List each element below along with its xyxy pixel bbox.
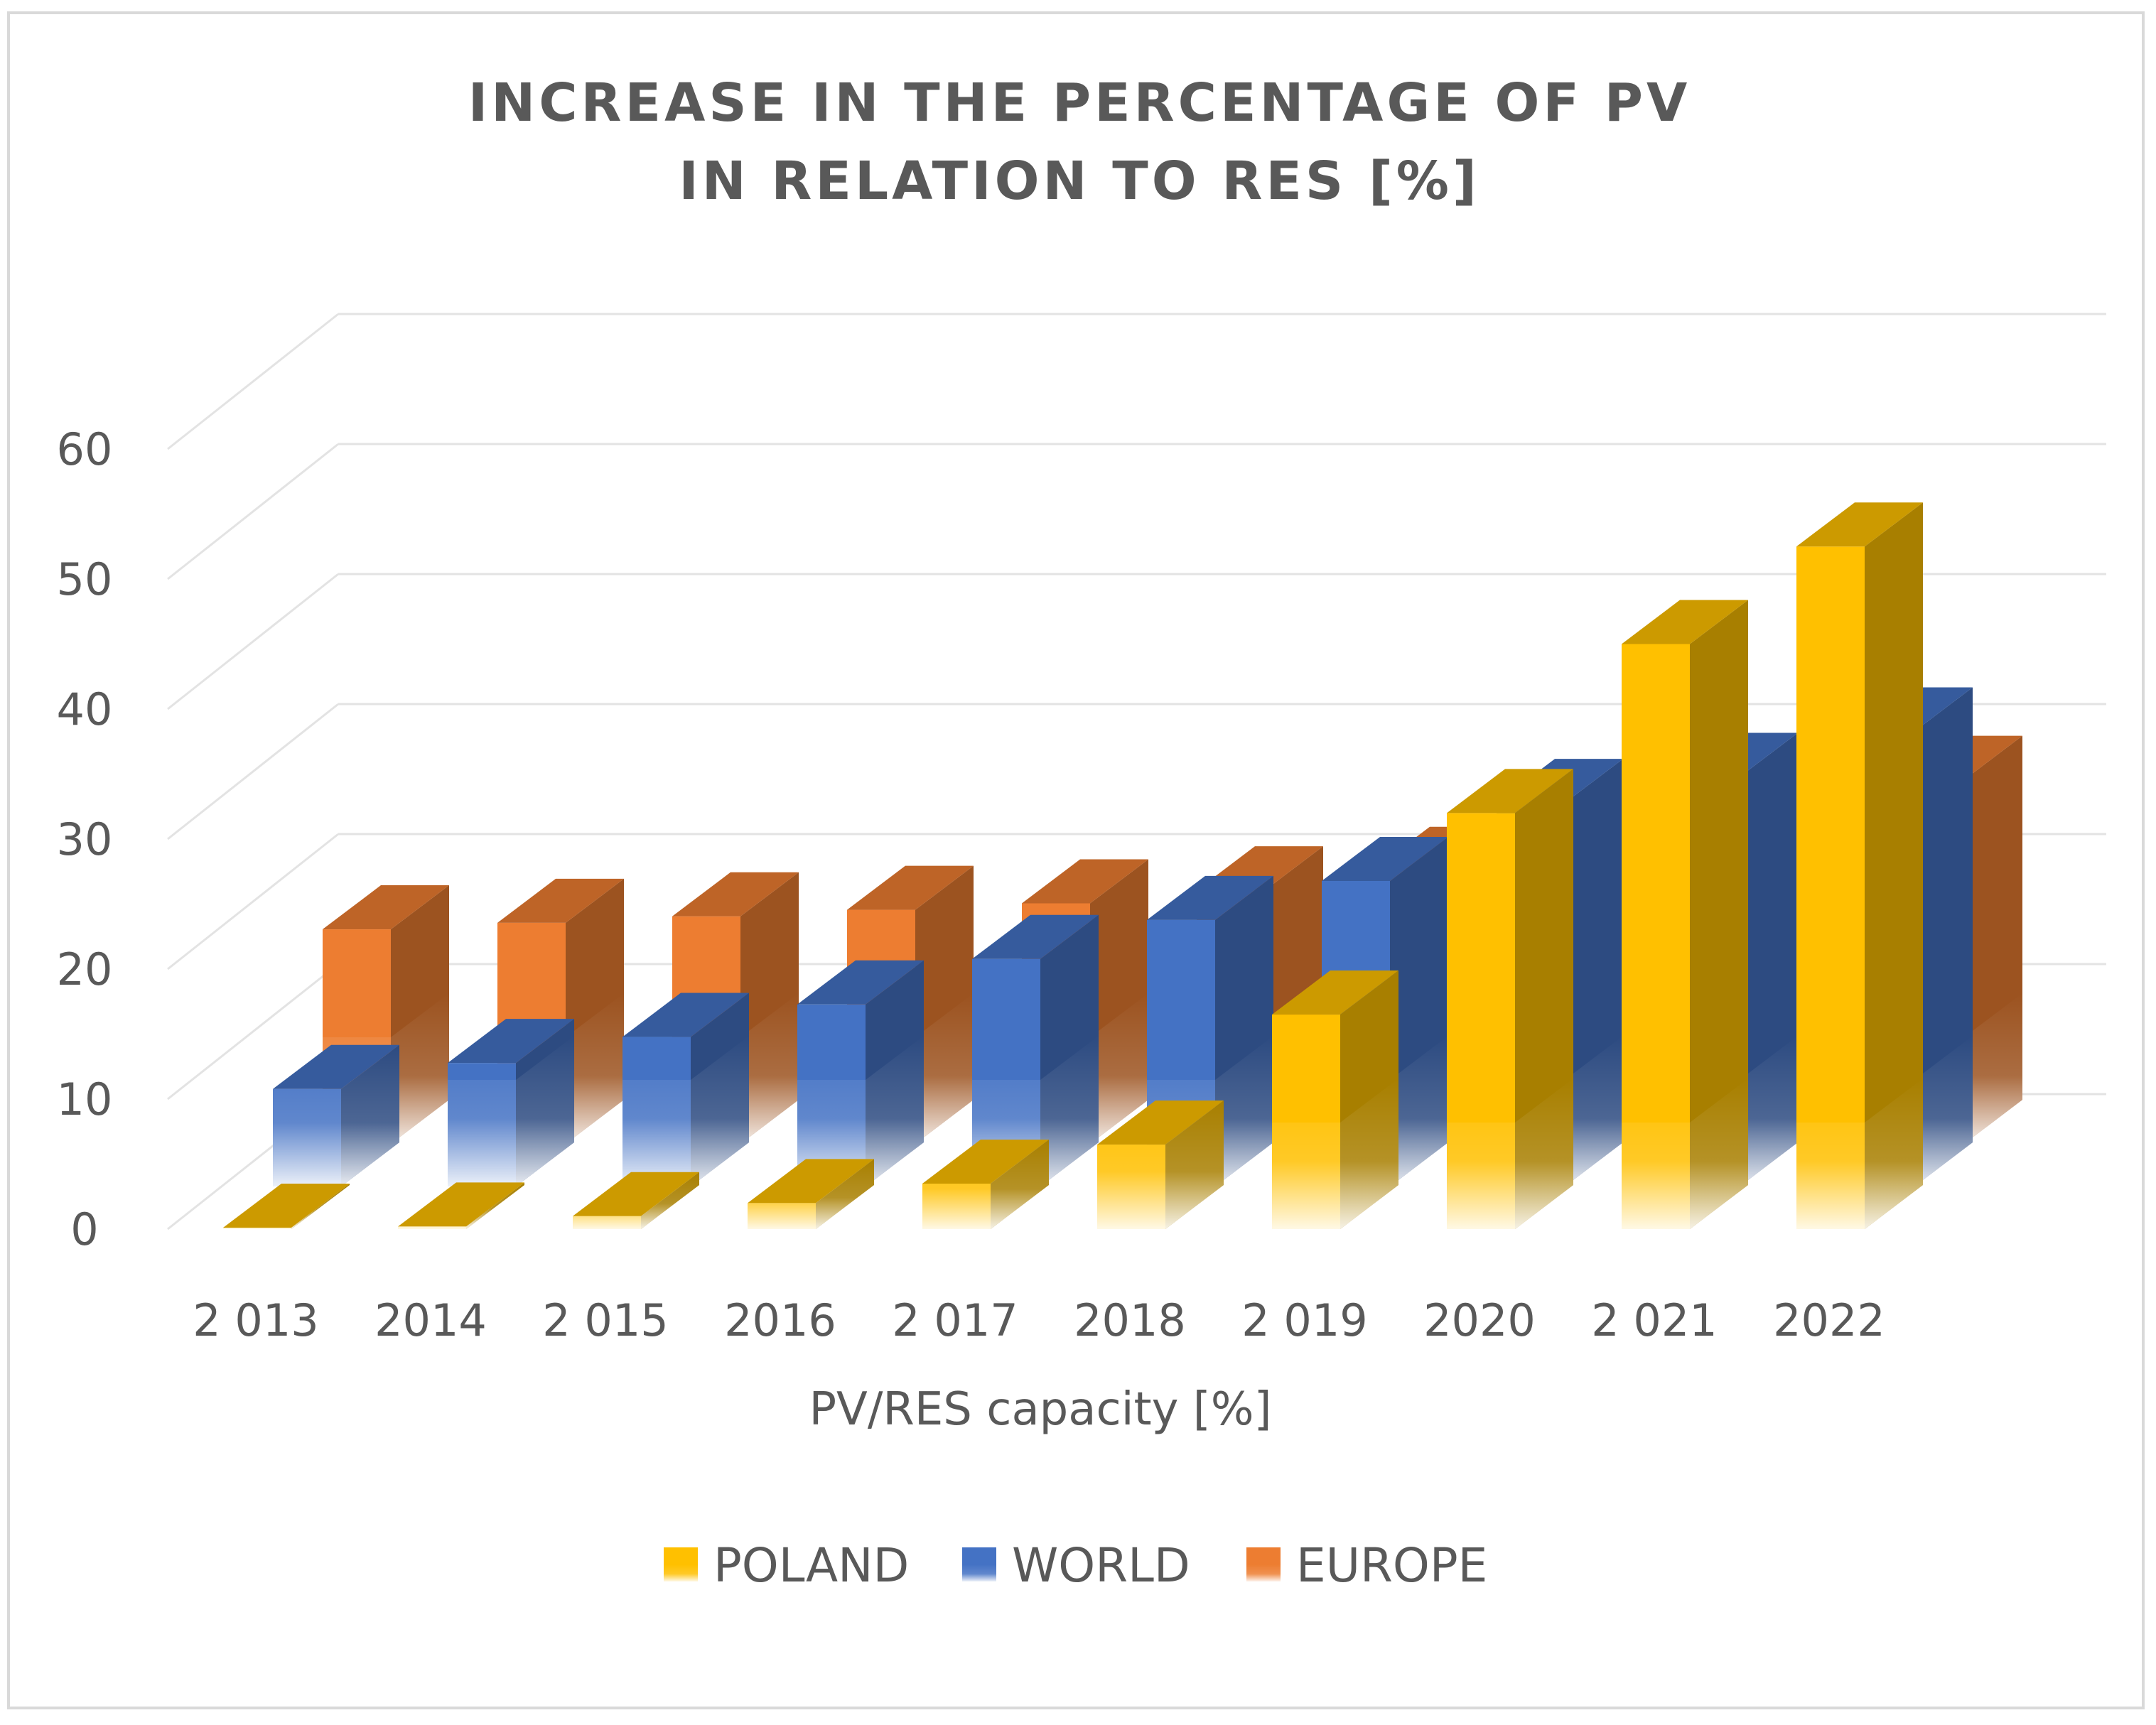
bar-top-face	[273, 1044, 399, 1089]
x-tick-label: 2 013	[193, 1294, 319, 1346]
bar-world-2014	[448, 1019, 574, 1186]
x-tick-label: 2020	[1423, 1294, 1536, 1346]
bar-front-face	[1796, 546, 1865, 1229]
bar-poland-2019	[1272, 970, 1398, 1229]
bar-top-face	[1022, 859, 1148, 904]
bar-poland-2021	[1622, 600, 1748, 1229]
x-tick-label: 2 015	[542, 1294, 669, 1346]
bar-fade	[797, 1036, 924, 1186]
legend-swatch-fade	[962, 1564, 996, 1581]
chart-svg: INCREASE IN THE PERCENTAGE OF PV IN RELA…	[57, 72, 2106, 1593]
bar-poland-2015	[573, 1172, 699, 1229]
bar-fade	[1272, 1078, 1398, 1229]
bar-top-face	[323, 885, 449, 930]
x-tick-label: 2022	[1773, 1294, 1885, 1346]
bar-poland-2017	[922, 1139, 1049, 1229]
bar-world-2015	[622, 993, 749, 1186]
bar-fade	[922, 1139, 1049, 1229]
bar-top-face	[573, 1172, 699, 1216]
y-tick-label: 30	[57, 813, 113, 865]
x-axis-ticks: 2 013 2014 2 015 2016 2 017 2018 2 019 2020 2 02…	[193, 1294, 1885, 1346]
bar-fade	[273, 1044, 399, 1186]
y-tick-label: 40	[57, 683, 113, 735]
legend-label: WORLD	[1012, 1538, 1190, 1593]
bar-poland-2022	[1796, 502, 1923, 1229]
bar-poland-2016	[748, 1159, 874, 1229]
y-tick-label: 10	[57, 1074, 113, 1125]
bar-top-face	[622, 993, 749, 1037]
bar-poland-2013	[223, 1184, 350, 1229]
bar-poland-2020	[1447, 769, 1573, 1229]
bar-top-face	[1796, 502, 1923, 547]
bar-side-face	[1690, 600, 1748, 1229]
bar-top-face	[1097, 1101, 1224, 1145]
bar-top-face	[223, 1184, 350, 1228]
bar-top-face	[972, 914, 1099, 959]
bar-side-face	[1865, 502, 1923, 1229]
y-tick-label: 50	[57, 553, 113, 605]
gridline-side-40	[167, 573, 339, 710]
y-tick-label: 20	[57, 943, 113, 995]
y-axis-ticks: 0 10 20 30 40 50 60	[57, 423, 113, 1255]
bar-top-face	[748, 1159, 874, 1204]
bar-fade	[448, 1036, 574, 1186]
legend-label: EUROPE	[1296, 1538, 1487, 1593]
bars	[223, 502, 2022, 1229]
bar-top-face	[1272, 970, 1398, 1015]
bar-world-2016	[797, 960, 924, 1186]
gridline-side-20	[167, 833, 339, 970]
x-tick-label: 2 017	[892, 1294, 1018, 1346]
legend-label: POLAND	[713, 1538, 909, 1593]
bar-poland-2018	[1097, 1101, 1224, 1229]
bar-fade	[1097, 1101, 1224, 1229]
bar-fade	[748, 1159, 874, 1229]
bar-fade	[1447, 1078, 1573, 1229]
bar-world-2013	[273, 1044, 399, 1186]
legend-swatch-fade	[1246, 1564, 1281, 1581]
bar-top-face	[448, 1019, 574, 1064]
chart-title-line-1: INCREASE IN THE PERCENTAGE OF PV	[468, 72, 1691, 134]
x-tick-label: 2 019	[1241, 1294, 1368, 1346]
legend-swatch-fade	[664, 1564, 698, 1581]
bar-fade	[573, 1172, 699, 1229]
x-tick-label: 2016	[724, 1294, 836, 1346]
bar-top-face	[922, 1139, 1049, 1184]
x-tick-label: 2 021	[1591, 1294, 1718, 1346]
bar-fade	[622, 1036, 749, 1186]
y-tick-label: 60	[57, 423, 113, 475]
bar-top-face	[1447, 769, 1573, 813]
chart-title-line-2: IN RELATION TO RES [%]	[679, 151, 1480, 212]
legend-item-poland: POLAND	[664, 1538, 909, 1593]
chart-frame: INCREASE IN THE PERCENTAGE OF PV IN RELA…	[7, 11, 2145, 1709]
x-tick-label: 2018	[1074, 1294, 1186, 1346]
legend-item-europe: EUROPE	[1246, 1538, 1487, 1593]
bar-top-face	[1622, 600, 1748, 644]
bar-top-face	[1147, 875, 1273, 920]
legend-item-world: WORLD	[962, 1538, 1190, 1593]
bar-top-face	[847, 865, 974, 910]
bar-top-face	[797, 960, 924, 1005]
bar-top-face	[1322, 836, 1448, 881]
bar-top-face	[672, 872, 799, 916]
gridline-side-10	[167, 963, 339, 1101]
x-tick-label: 2014	[374, 1294, 487, 1346]
gridline-side-60	[167, 313, 339, 450]
x-axis-title: PV/RES capacity [%]	[809, 1383, 1271, 1436]
gridline-side-50	[167, 443, 339, 580]
y-tick-label: 0	[70, 1204, 98, 1255]
gridline-side-30	[167, 703, 339, 840]
legend: POLAND WORLD EUROPE	[664, 1538, 1487, 1593]
bar-poland-2014	[398, 1182, 524, 1229]
bar-top-face	[497, 878, 624, 923]
bar-top-face	[398, 1182, 524, 1227]
bar-fade	[1622, 1078, 1748, 1229]
bar-fade	[1796, 1078, 1923, 1229]
